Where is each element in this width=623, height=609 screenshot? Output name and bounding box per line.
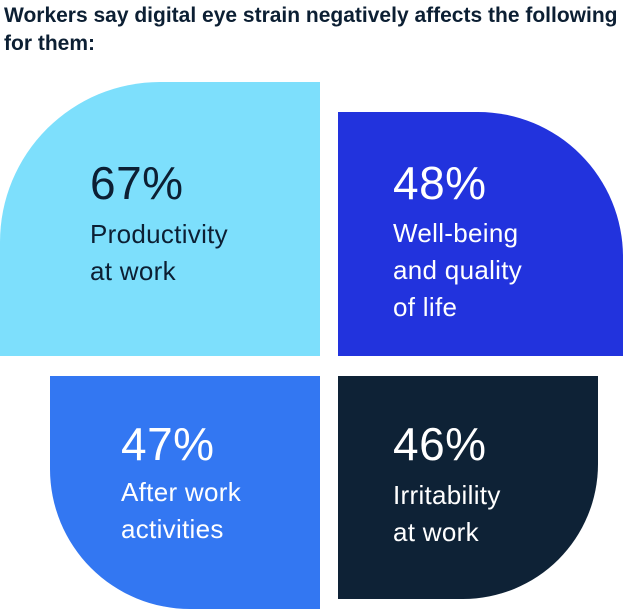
stat-label-line: Productivity [90, 219, 228, 249]
stat-label-line: Irritability [393, 480, 501, 510]
stat-value: 48% [393, 157, 487, 209]
stat-label-line: activities [121, 514, 224, 544]
stat-tile-irritability: 46% Irritability at work [338, 376, 598, 599]
stat-label-line: at work [393, 517, 479, 547]
stat-label-line: After work [121, 477, 242, 507]
stat-tile-after-work: 47% After work activities [50, 376, 320, 609]
stat-value: 46% [393, 418, 487, 470]
stat-value: 47% [121, 418, 215, 470]
stat-value: 67% [90, 157, 184, 209]
stat-tile-productivity: 67% Productivity at work [0, 82, 320, 356]
stat-label-line: of life [393, 292, 458, 322]
stat-label-line: at work [90, 256, 176, 286]
chart-title: Workers say digital eye strain negativel… [4, 4, 618, 55]
stat-tile-well-being: 48% Well-being and quality of life [338, 112, 623, 356]
stat-label-line: Well-being [393, 218, 519, 248]
stat-label-line: and quality [393, 255, 523, 285]
